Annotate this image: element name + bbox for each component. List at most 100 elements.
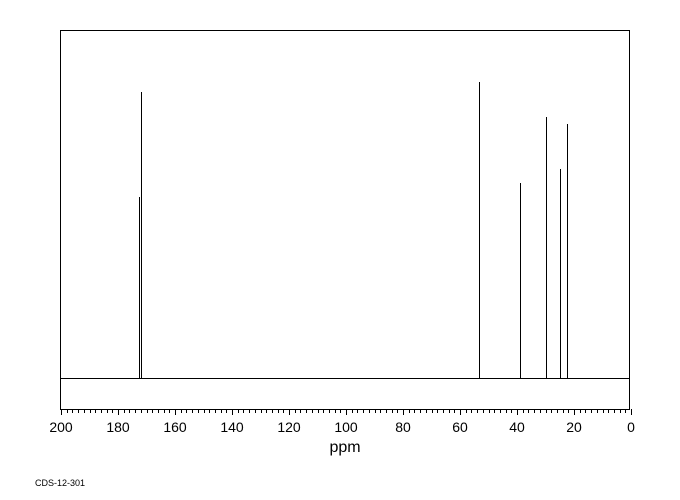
- x-tick-minor: [221, 409, 222, 413]
- x-tick-minor: [614, 409, 615, 413]
- x-tick-minor: [226, 409, 227, 413]
- x-tick-minor: [357, 409, 358, 413]
- x-tick-minor: [608, 409, 609, 413]
- x-tick-minor: [420, 409, 421, 413]
- x-tick-minor: [523, 409, 524, 413]
- x-tick-label: 40: [509, 419, 525, 435]
- x-tick-minor: [568, 409, 569, 413]
- x-tick-minor: [295, 409, 296, 413]
- spectrum-peak: [546, 117, 547, 379]
- x-tick-minor: [563, 409, 564, 413]
- x-tick-major: [175, 409, 176, 415]
- x-tick-minor: [329, 409, 330, 413]
- x-tick-minor: [454, 409, 455, 413]
- x-tick-label: 140: [220, 419, 243, 435]
- x-tick-minor: [335, 409, 336, 413]
- spectrum-peak: [520, 183, 521, 379]
- x-tick-minor: [585, 409, 586, 413]
- x-tick-minor: [78, 409, 79, 413]
- x-tick-major: [460, 409, 461, 415]
- x-tick-major: [232, 409, 233, 415]
- x-tick-minor: [306, 409, 307, 413]
- x-tick-minor: [466, 409, 467, 413]
- x-tick-minor: [238, 409, 239, 413]
- x-tick-minor: [181, 409, 182, 413]
- spectrum-chart: 200180160140120100806040200 ppm: [60, 30, 630, 410]
- x-tick-minor: [101, 409, 102, 413]
- x-tick-minor: [597, 409, 598, 413]
- x-tick-minor: [318, 409, 319, 413]
- x-tick-label: 20: [566, 419, 582, 435]
- x-tick-minor: [209, 409, 210, 413]
- x-tick-label: 120: [277, 419, 300, 435]
- x-tick-minor: [95, 409, 96, 413]
- x-tick-minor: [352, 409, 353, 413]
- x-tick-minor: [500, 409, 501, 413]
- x-tick-minor: [591, 409, 592, 413]
- spectrum-peak: [139, 197, 140, 379]
- x-tick-minor: [437, 409, 438, 413]
- x-tick-minor: [249, 409, 250, 413]
- x-tick-minor: [266, 409, 267, 413]
- x-tick-minor: [426, 409, 427, 413]
- x-tick-minor: [283, 409, 284, 413]
- x-tick-minor: [198, 409, 199, 413]
- x-tick-minor: [340, 409, 341, 413]
- x-tick-minor: [528, 409, 529, 413]
- x-tick-minor: [540, 409, 541, 413]
- plot-area: 200180160140120100806040200 ppm: [61, 31, 629, 409]
- x-tick-minor: [192, 409, 193, 413]
- x-tick-minor: [386, 409, 387, 413]
- x-tick-minor: [397, 409, 398, 413]
- x-tick-minor: [255, 409, 256, 413]
- x-tick-minor: [546, 409, 547, 413]
- x-tick-minor: [380, 409, 381, 413]
- x-tick-minor: [580, 409, 581, 413]
- x-tick-minor: [129, 409, 130, 413]
- x-tick-minor: [278, 409, 279, 413]
- x-tick-minor: [477, 409, 478, 413]
- x-tick-minor: [620, 409, 621, 413]
- x-tick-minor: [158, 409, 159, 413]
- x-tick-minor: [369, 409, 370, 413]
- x-tick-major: [346, 409, 347, 415]
- x-tick-minor: [90, 409, 91, 413]
- x-tick-minor: [489, 409, 490, 413]
- footer-label: CDS-12-301: [35, 478, 85, 488]
- x-tick-minor: [164, 409, 165, 413]
- x-tick-minor: [67, 409, 68, 413]
- x-tick-label: 100: [334, 419, 357, 435]
- x-tick-minor: [272, 409, 273, 413]
- x-tick-label: 160: [163, 419, 186, 435]
- x-tick-major: [574, 409, 575, 415]
- x-tick-minor: [169, 409, 170, 413]
- x-tick-major: [631, 409, 632, 415]
- x-tick-minor: [443, 409, 444, 413]
- x-tick-minor: [135, 409, 136, 413]
- x-tick-major: [517, 409, 518, 415]
- x-tick-minor: [323, 409, 324, 413]
- x-tick-minor: [112, 409, 113, 413]
- spectrum-peak: [141, 92, 142, 379]
- x-tick-minor: [186, 409, 187, 413]
- x-tick-label: 80: [395, 419, 411, 435]
- x-axis-label: ppm: [329, 439, 360, 457]
- x-tick-major: [403, 409, 404, 415]
- x-tick-minor: [557, 409, 558, 413]
- x-tick-minor: [449, 409, 450, 413]
- x-tick-minor: [511, 409, 512, 413]
- x-tick-major: [118, 409, 119, 415]
- x-tick-minor: [204, 409, 205, 413]
- x-tick-minor: [551, 409, 552, 413]
- x-tick-major: [61, 409, 62, 415]
- x-tick-label: 60: [452, 419, 468, 435]
- x-tick-minor: [147, 409, 148, 413]
- x-tick-minor: [392, 409, 393, 413]
- baseline: [61, 378, 629, 379]
- x-tick-minor: [261, 409, 262, 413]
- spectrum-peak: [560, 169, 561, 379]
- x-tick-minor: [506, 409, 507, 413]
- x-tick-label: 0: [627, 419, 635, 435]
- x-tick-minor: [215, 409, 216, 413]
- x-tick-minor: [84, 409, 85, 413]
